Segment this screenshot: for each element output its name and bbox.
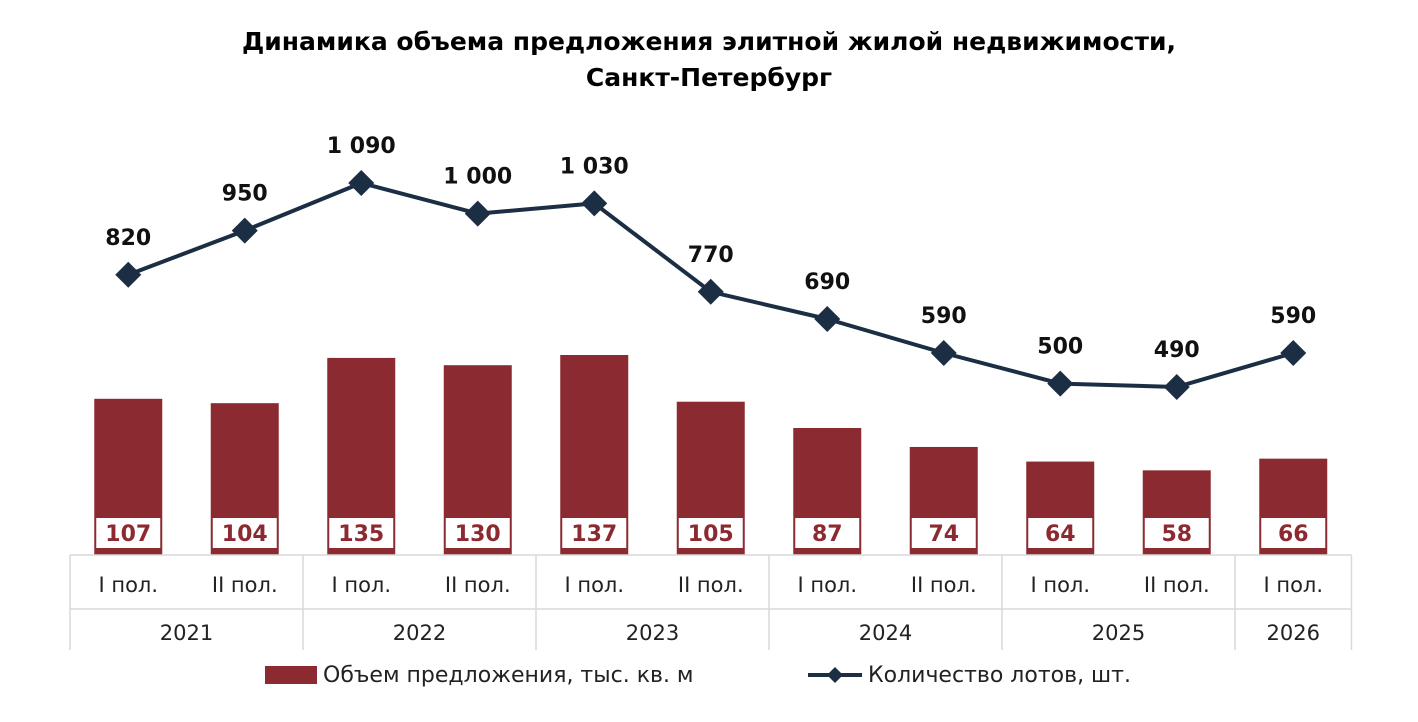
- line-marker: [115, 261, 142, 288]
- line-value-label: 490: [1154, 338, 1200, 363]
- category-tick-label: I пол.: [1263, 573, 1323, 597]
- category-tick-label: I пол.: [98, 573, 158, 597]
- line-layer: 820 950 1 090 1 000 1 030 770 690 590 500 490 590: [105, 134, 1316, 400]
- category-tick-label: I пол.: [797, 573, 857, 597]
- bars-layer: 107 104 135 130 137 105 87 74 64 58 66: [94, 355, 1328, 555]
- category-tick-label: I пол.: [564, 573, 624, 597]
- bar-label-box: [1028, 518, 1093, 548]
- bar-label-box: [445, 518, 510, 548]
- bar-label-box: [562, 518, 627, 548]
- category-tick-label: II пол.: [678, 573, 744, 597]
- bar-value-label: 107: [105, 522, 151, 547]
- category-tick-label: II пол.: [445, 573, 511, 597]
- line-marker: [464, 200, 491, 227]
- year-tick-label: 2022: [393, 621, 446, 645]
- legend-label-lots: Количество лотов, шт.: [868, 662, 1131, 688]
- legend-item-lots: Количество лотов, шт.: [808, 658, 1131, 692]
- line-value-label: 1 000: [443, 165, 512, 190]
- line-value-label: 770: [688, 243, 734, 268]
- bar-label-box: [96, 518, 161, 548]
- bar-label-box: [1261, 518, 1326, 548]
- line-marker: [930, 340, 957, 366]
- line-marker: [814, 306, 841, 332]
- category-tick-label: I пол.: [331, 573, 391, 597]
- line-marker: [697, 278, 724, 305]
- category-axis: I пол. II пол. I пол. II пол. I пол. II пол. I…: [69, 554, 1353, 650]
- line-value-label: 820: [105, 226, 151, 251]
- bar-value-label: 105: [688, 522, 734, 547]
- line-marker: [348, 170, 375, 196]
- line-value-label: 690: [804, 270, 850, 295]
- bar-value-label: 66: [1278, 522, 1309, 547]
- year-tick-label: 2025: [1092, 621, 1145, 645]
- bar-label-box: [795, 518, 860, 548]
- bar-label-box: [329, 518, 394, 548]
- line-marker: [1163, 374, 1190, 400]
- line-value-label: 590: [921, 304, 967, 329]
- category-tick-label: II пол.: [1144, 573, 1210, 597]
- bar-value-label: 74: [928, 522, 959, 547]
- line-value-label: 1 090: [327, 134, 396, 159]
- bar-label-box: [212, 518, 277, 548]
- bar-value-label: 87: [812, 522, 843, 547]
- legend-item-volume: Объем предложения, тыс. кв. м: [265, 658, 694, 692]
- bar-label-box: [678, 518, 743, 548]
- chart-title-line-2: Санкт-Петербург: [585, 63, 833, 92]
- line-value-label: 500: [1037, 335, 1083, 360]
- year-tick-label: 2026: [1267, 621, 1320, 645]
- category-tick-label: II пол.: [212, 573, 278, 597]
- bar-value-label: 137: [571, 522, 617, 547]
- bar-value-label: 64: [1045, 522, 1076, 547]
- chart-title: Динамика объема предложения элитной жило…: [0, 24, 1418, 96]
- bar-value-label: 104: [222, 522, 268, 547]
- category-tick-label: II пол.: [911, 573, 977, 597]
- legend-label-volume: Объем предложения, тыс. кв. м: [323, 662, 694, 688]
- legend-line-swatch: [808, 667, 862, 683]
- year-tick-label: 2023: [626, 621, 679, 645]
- line-marker: [231, 217, 258, 244]
- bar-label-box: [911, 518, 976, 548]
- bar-value-label: 135: [338, 522, 384, 547]
- line-marker: [1047, 370, 1074, 397]
- line-marker: [581, 190, 608, 217]
- bar-value-label: 58: [1161, 522, 1192, 547]
- year-tick-label: 2021: [160, 621, 213, 645]
- line-value-label: 1 030: [560, 154, 629, 179]
- line-marker: [1280, 340, 1307, 366]
- category-tick-label: I пол.: [1030, 573, 1090, 597]
- bar-value-label: 130: [455, 522, 501, 547]
- legend-bar-swatch: [265, 666, 317, 684]
- line-value-label: 590: [1270, 304, 1316, 329]
- line-value-label: 950: [222, 182, 268, 207]
- bar-label-box: [1144, 518, 1209, 548]
- chart-title-line-1: Динамика объема предложения элитной жило…: [242, 27, 1176, 56]
- year-tick-label: 2024: [859, 621, 912, 645]
